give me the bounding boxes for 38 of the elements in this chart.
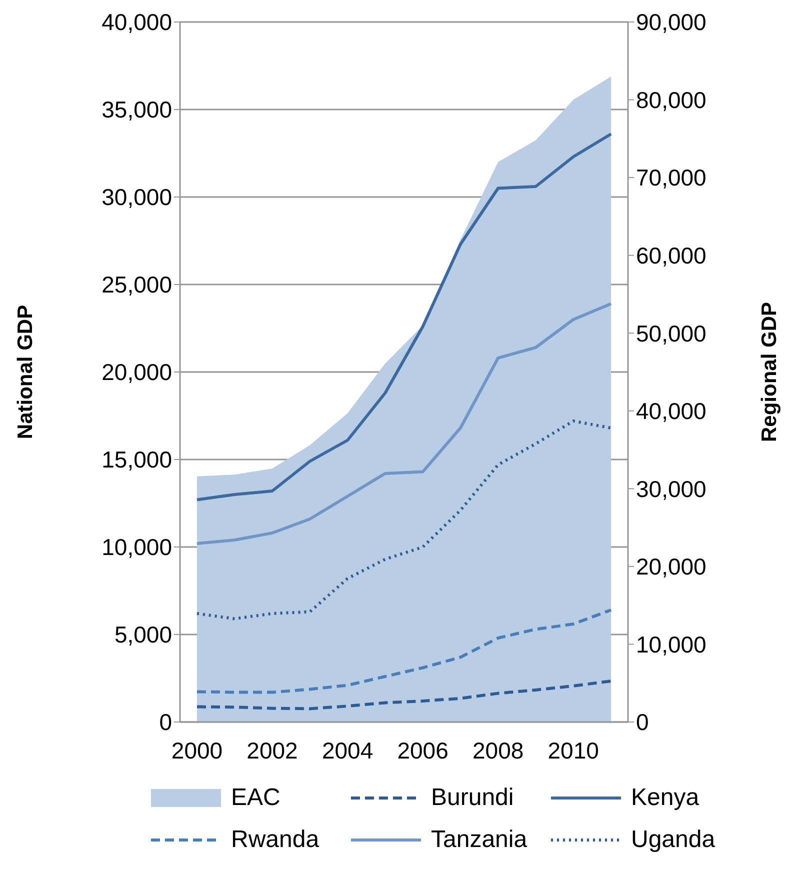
y2-tick-label: 0 bbox=[636, 709, 649, 736]
x-tick-label: 2000 bbox=[171, 737, 223, 764]
legend-label: Rwanda bbox=[231, 826, 320, 854]
x-tick-label: 2008 bbox=[472, 737, 524, 764]
legend-label: Tanzania bbox=[431, 826, 528, 854]
y2-tick-label: 80,000 bbox=[636, 86, 706, 113]
x-tick-label: 2006 bbox=[397, 737, 448, 764]
y-tick-label: 30,000 bbox=[102, 184, 172, 210]
legend-label: Burundi bbox=[431, 784, 514, 812]
y2-tick-label: 10,000 bbox=[636, 631, 706, 658]
legend-label: EAC bbox=[231, 784, 280, 812]
y-tick-label: 35,000 bbox=[102, 96, 172, 123]
y2-tick-label: 70,000 bbox=[636, 164, 706, 191]
x-tick-label: 2004 bbox=[322, 737, 374, 764]
y2-tick-label: 60,000 bbox=[636, 242, 706, 268]
y-tick-label: 15,000 bbox=[102, 446, 172, 473]
y2-tick-label: 50,000 bbox=[636, 320, 706, 346]
y-tick-label: 20,000 bbox=[102, 359, 172, 386]
y-tick-label: 0 bbox=[159, 709, 172, 736]
legend-label: Uganda bbox=[631, 826, 716, 854]
y2-tick-label: 90,000 bbox=[636, 9, 706, 36]
y-tick-label: 10,000 bbox=[102, 534, 172, 560]
y2-tick-label: 40,000 bbox=[636, 398, 706, 424]
y-tick-label: 25,000 bbox=[102, 272, 172, 298]
x-tick-label: 2002 bbox=[246, 737, 298, 764]
y2-tick-label: 20,000 bbox=[636, 554, 706, 580]
line-series bbox=[196, 302, 612, 545]
x-tick-label: 2010 bbox=[548, 737, 599, 764]
line-series bbox=[196, 132, 612, 502]
line-series bbox=[196, 680, 612, 710]
y-tick-label: 5,000 bbox=[114, 622, 172, 648]
y2-axis-title: Regional GDP bbox=[758, 302, 781, 442]
y-axis-title: National GDP bbox=[14, 304, 37, 440]
legend-label: Kenya bbox=[631, 784, 700, 812]
y-tick-label: 40,000 bbox=[102, 9, 172, 36]
line-series bbox=[196, 608, 612, 694]
line-series bbox=[196, 420, 612, 620]
y2-tick-label: 30,000 bbox=[636, 476, 706, 502]
